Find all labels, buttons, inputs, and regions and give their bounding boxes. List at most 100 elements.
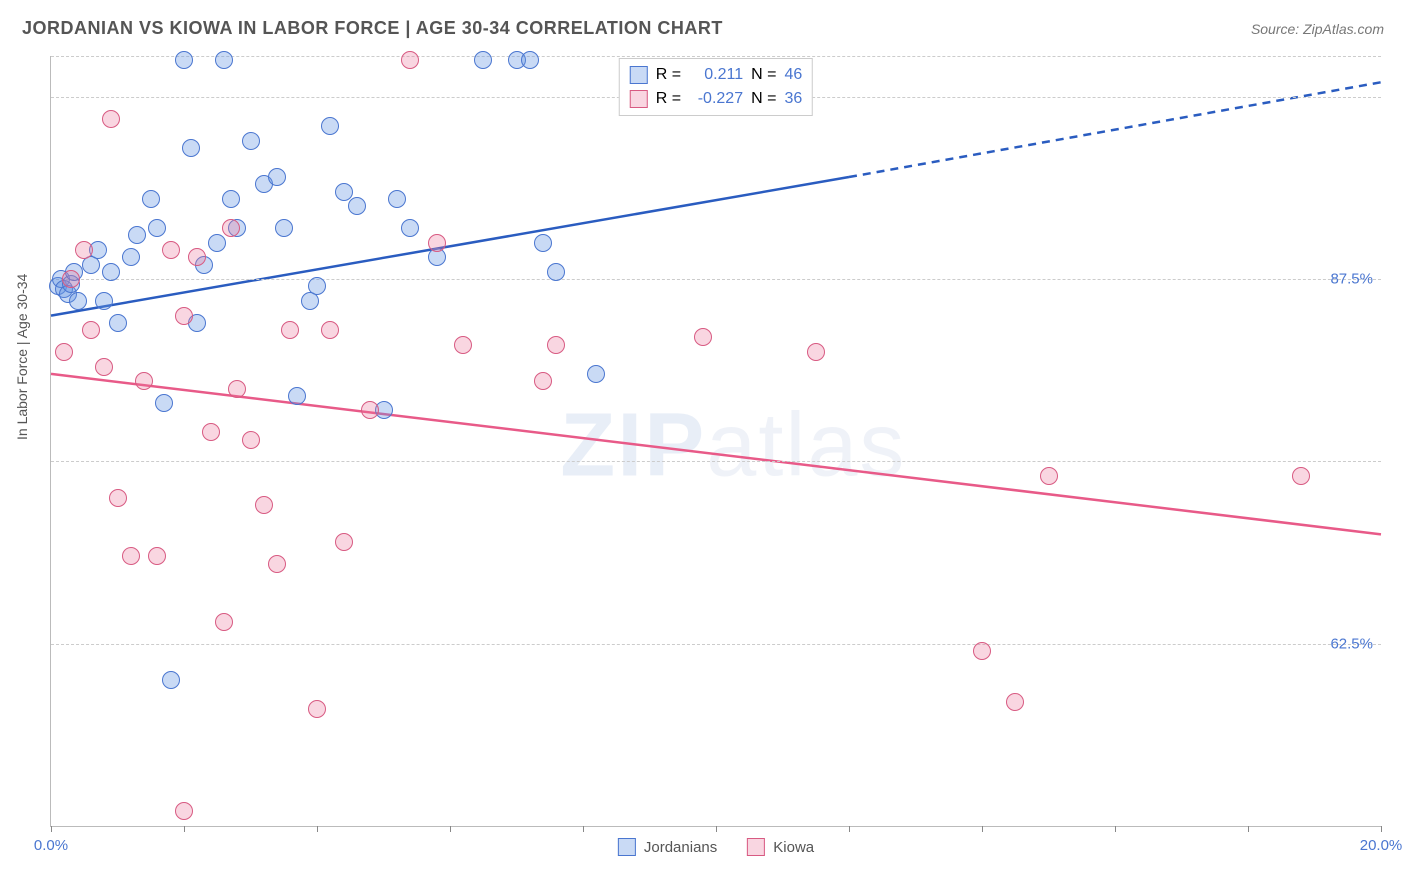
y-axis-label: In Labor Force | Age 30-34 — [14, 274, 30, 440]
y-tick-label: 87.5% — [1330, 271, 1373, 288]
data-point-kiowa — [188, 248, 206, 266]
data-point-jordanians — [388, 190, 406, 208]
data-point-jordanians — [348, 197, 366, 215]
n-value-jordanians: 46 — [784, 63, 802, 87]
title-bar: JORDANIAN VS KIOWA IN LABOR FORCE | AGE … — [22, 18, 1384, 39]
n-value-kiowa: 36 — [784, 87, 802, 111]
legend-item-kiowa: Kiowa — [747, 838, 814, 856]
legend-row-kiowa: R = -0.227 N = 36 — [630, 87, 802, 111]
data-point-jordanians — [109, 314, 127, 332]
data-point-jordanians — [534, 234, 552, 252]
data-point-kiowa — [321, 321, 339, 339]
data-point-kiowa — [175, 802, 193, 820]
data-point-kiowa — [102, 110, 120, 128]
data-point-kiowa — [428, 234, 446, 252]
r-value-kiowa: -0.227 — [689, 87, 743, 111]
y-tick-label: 62.5% — [1330, 635, 1373, 652]
x-tick — [317, 826, 318, 832]
data-point-kiowa — [534, 372, 552, 390]
data-point-kiowa — [122, 547, 140, 565]
x-tick — [849, 826, 850, 832]
data-point-kiowa — [308, 700, 326, 718]
swatch-jordanians — [630, 66, 648, 84]
data-point-jordanians — [242, 132, 260, 150]
data-point-jordanians — [275, 219, 293, 237]
data-point-jordanians — [122, 248, 140, 266]
x-tick — [1381, 826, 1382, 832]
data-point-kiowa — [162, 241, 180, 259]
data-point-jordanians — [162, 671, 180, 689]
legend-correlation: R = 0.211 N = 46 R = -0.227 N = 36 — [619, 58, 813, 116]
data-point-jordanians — [222, 190, 240, 208]
legend-series: Jordanians Kiowa — [618, 838, 814, 856]
data-point-kiowa — [228, 380, 246, 398]
data-point-jordanians — [155, 394, 173, 412]
r-value-jordanians: 0.211 — [689, 63, 743, 87]
data-point-kiowa — [215, 613, 233, 631]
data-point-jordanians — [148, 219, 166, 237]
swatch-kiowa — [630, 90, 648, 108]
legend-item-jordanians: Jordanians — [618, 838, 717, 856]
data-point-kiowa — [694, 328, 712, 346]
x-tick — [51, 826, 52, 832]
data-point-jordanians — [102, 263, 120, 281]
data-point-jordanians — [215, 51, 233, 69]
data-point-kiowa — [335, 533, 353, 551]
data-point-kiowa — [82, 321, 100, 339]
data-point-jordanians — [95, 292, 113, 310]
data-point-jordanians — [208, 234, 226, 252]
data-point-jordanians — [401, 219, 419, 237]
data-point-kiowa — [1006, 693, 1024, 711]
x-tick — [982, 826, 983, 832]
data-point-kiowa — [222, 219, 240, 237]
data-point-kiowa — [1040, 467, 1058, 485]
x-tick — [1115, 826, 1116, 832]
x-tick — [450, 826, 451, 832]
data-point-jordanians — [521, 51, 539, 69]
gridline — [51, 461, 1381, 462]
data-point-jordanians — [547, 263, 565, 281]
data-point-kiowa — [807, 343, 825, 361]
data-point-kiowa — [202, 423, 220, 441]
scatter-plot: ZIPatlas R = 0.211 N = 46 R = -0.227 N =… — [50, 56, 1381, 827]
data-point-kiowa — [268, 555, 286, 573]
x-tick — [184, 826, 185, 832]
gridline — [51, 279, 1381, 280]
data-point-kiowa — [55, 343, 73, 361]
data-point-kiowa — [95, 358, 113, 376]
data-point-kiowa — [547, 336, 565, 354]
data-point-jordanians — [308, 277, 326, 295]
swatch-kiowa-bottom — [747, 838, 765, 856]
x-tick-label: 20.0% — [1360, 837, 1403, 854]
data-point-kiowa — [148, 547, 166, 565]
chart-title: JORDANIAN VS KIOWA IN LABOR FORCE | AGE … — [22, 18, 723, 39]
data-point-kiowa — [973, 642, 991, 660]
data-point-jordanians — [175, 51, 193, 69]
swatch-jordanians-bottom — [618, 838, 636, 856]
data-point-kiowa — [135, 372, 153, 390]
data-point-kiowa — [454, 336, 472, 354]
data-point-kiowa — [109, 489, 127, 507]
data-point-jordanians — [587, 365, 605, 383]
source-label: Source: ZipAtlas.com — [1251, 21, 1384, 37]
data-point-jordanians — [268, 168, 286, 186]
data-point-kiowa — [62, 270, 80, 288]
x-tick — [1248, 826, 1249, 832]
data-point-jordanians — [142, 190, 160, 208]
data-point-kiowa — [75, 241, 93, 259]
gridline — [51, 644, 1381, 645]
data-point-kiowa — [255, 496, 273, 514]
x-tick — [583, 826, 584, 832]
legend-row-jordanians: R = 0.211 N = 46 — [630, 63, 802, 87]
data-point-jordanians — [474, 51, 492, 69]
data-point-kiowa — [1292, 467, 1310, 485]
data-point-kiowa — [175, 307, 193, 325]
data-point-jordanians — [335, 183, 353, 201]
data-point-jordanians — [69, 292, 87, 310]
x-tick — [716, 826, 717, 832]
x-tick-label: 0.0% — [34, 837, 68, 854]
data-point-jordanians — [321, 117, 339, 135]
data-point-kiowa — [361, 401, 379, 419]
data-point-kiowa — [281, 321, 299, 339]
data-point-kiowa — [401, 51, 419, 69]
